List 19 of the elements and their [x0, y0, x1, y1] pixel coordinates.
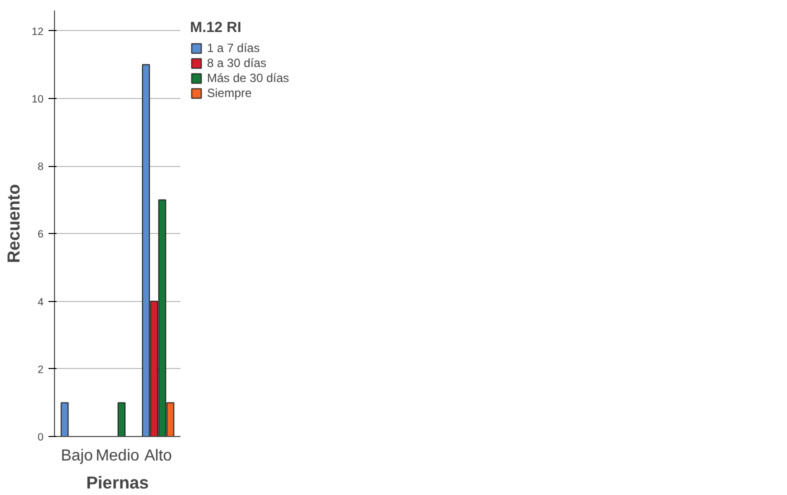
y-tick-label: 8 — [38, 161, 44, 174]
y-tick-label: 2 — [38, 364, 44, 376]
legend-label: Más de 30 días — [207, 71, 290, 85]
y-tick-label: 6 — [38, 228, 44, 241]
y-tick-label: 4 — [38, 296, 44, 308]
legend-label: Siempre — [207, 86, 252, 100]
legend-label: 8 a 30 días — [207, 56, 266, 70]
x-tick-label: Alto — [144, 448, 172, 464]
bar — [118, 402, 126, 436]
x-axis-title: Piernas — [86, 472, 149, 492]
legend-title: M.12 RI — [190, 20, 242, 36]
bar — [60, 402, 69, 436]
y-tick-label: 10 — [32, 93, 44, 106]
x-tick-label: Bajo — [60, 448, 93, 464]
x-tick-label: Medio — [96, 448, 140, 464]
y-axis-title: Recuento — [4, 184, 24, 263]
y-tick-label: 12 — [32, 26, 44, 38]
legend-label: 1 a 7 días — [207, 41, 260, 55]
y-tick-label: 0 — [38, 432, 44, 444]
